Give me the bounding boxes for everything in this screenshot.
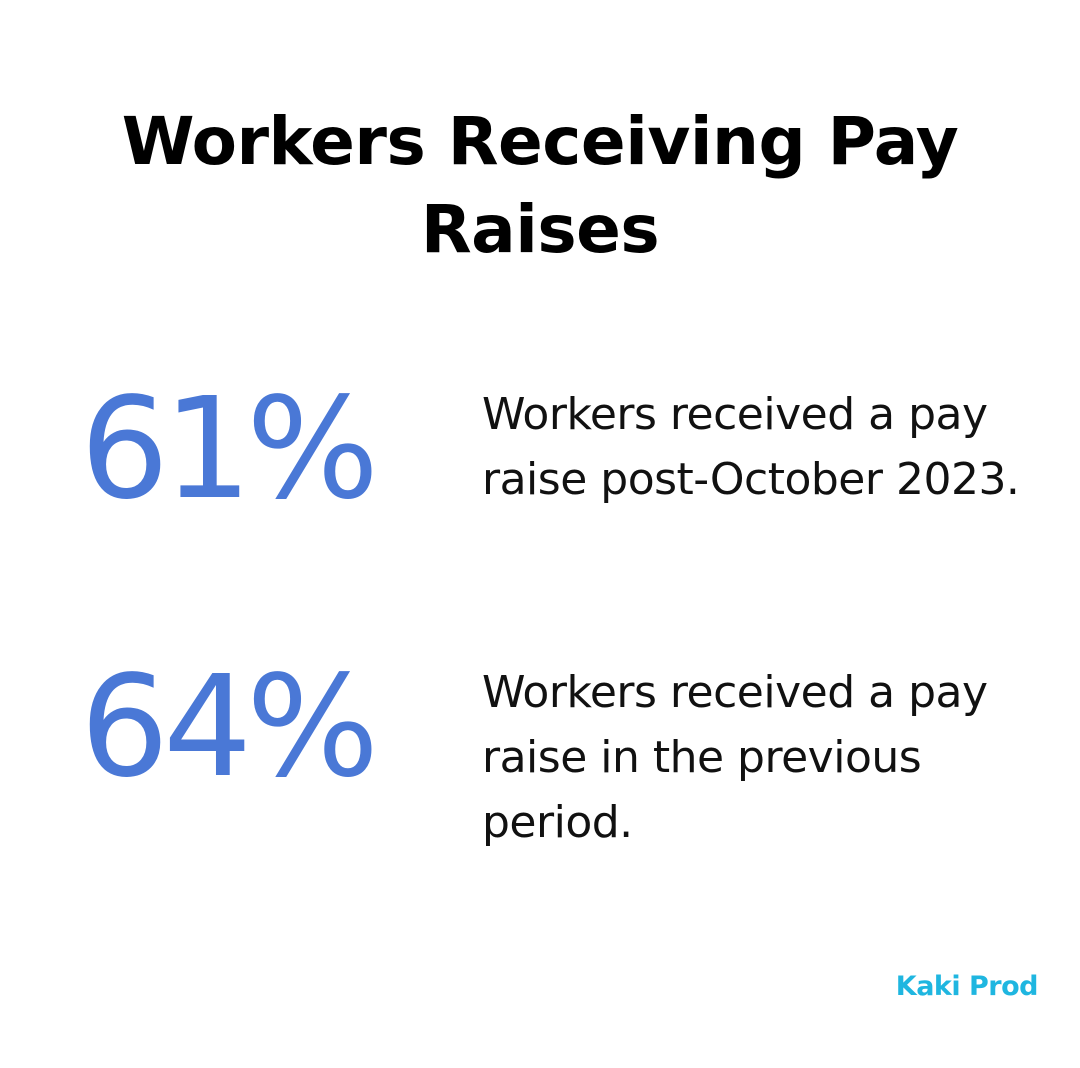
brand-logo: Kaki Prod — [895, 971, 1039, 1002]
page-title: Workers Receiving Pay Raises — [121, 103, 959, 268]
stat-value: 64% — [80, 646, 379, 809]
stat-description: Workers received a pay raise in the prev… — [482, 667, 988, 848]
stat-item: 61% Workers received a pay raise post-Oc… — [0, 380, 1080, 600]
stat-value: 61% — [80, 368, 379, 531]
stat-description: Workers received a pay raise post-Octobe… — [482, 389, 1020, 505]
stat-item: 64% Workers received a pay raise in the … — [0, 658, 1080, 878]
